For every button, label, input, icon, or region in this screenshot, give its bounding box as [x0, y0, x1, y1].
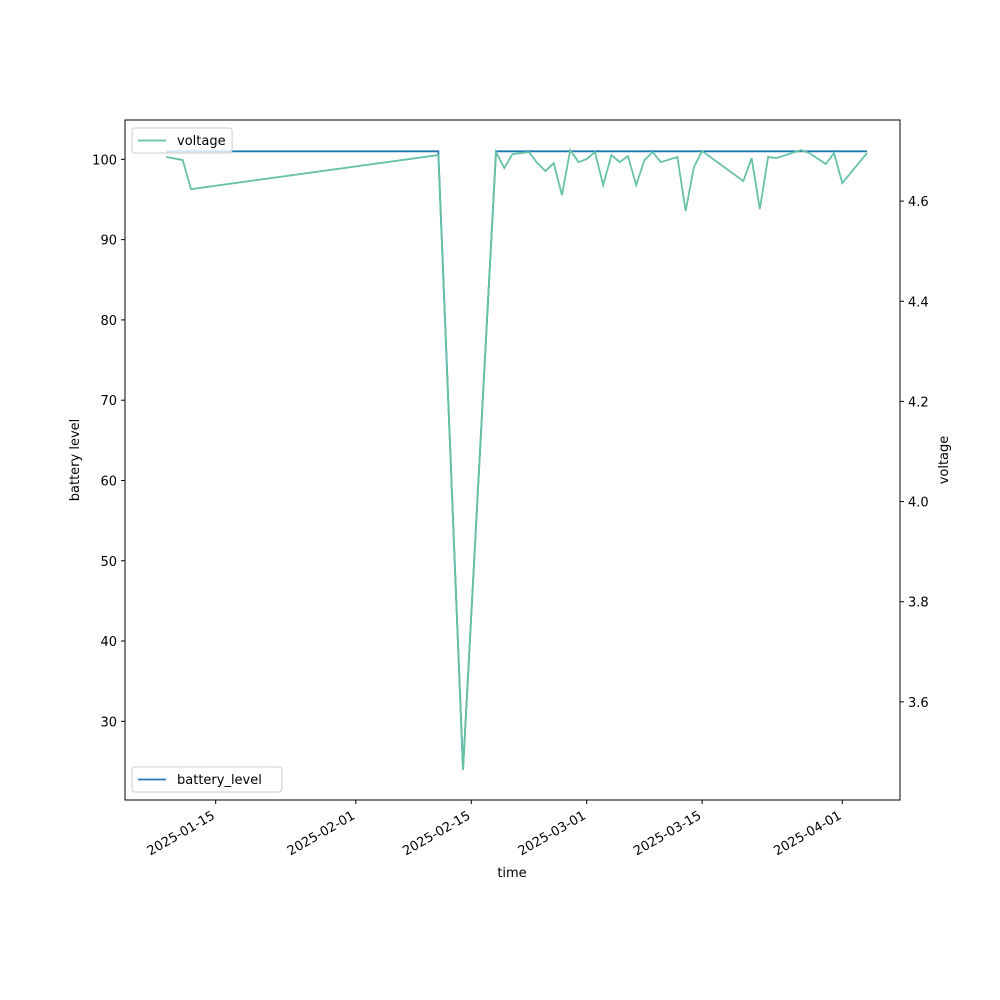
y2-tick-label: 4.0 — [908, 496, 929, 511]
series-line — [166, 147, 868, 769]
y2-tick-label: 4.2 — [908, 395, 929, 410]
x-tick-label: 2025-01-15 — [145, 808, 218, 859]
x-axis-label: time — [497, 866, 526, 881]
y2-tick-label: 3.8 — [908, 596, 929, 611]
y-tick-label: 40 — [100, 635, 117, 650]
legend-label: voltage — [177, 134, 226, 149]
y2-tick-label: 4.4 — [908, 295, 929, 310]
y2-tick-label: 3.6 — [908, 696, 929, 711]
legend-box — [131, 127, 233, 154]
y-tick-label: 90 — [100, 234, 117, 249]
x-tick-label: 2025-03-01 — [516, 808, 589, 859]
y-tick-label: 50 — [100, 555, 117, 570]
x-tick-label: 2025-04-01 — [771, 808, 844, 859]
y-axis-label: battery level — [68, 419, 83, 502]
y-tick-label: 80 — [100, 314, 117, 329]
y-tick-label: 30 — [100, 715, 117, 730]
x-tick-label: 2025-03-15 — [631, 808, 704, 859]
y-tick-label: 70 — [100, 394, 117, 409]
y2-axis-label: voltage — [937, 436, 952, 485]
y-tick-label: 100 — [92, 153, 117, 168]
series-line — [166, 150, 868, 770]
legend-box — [131, 766, 283, 793]
x-tick-label: 2025-02-15 — [400, 808, 473, 859]
plot-frame — [124, 119, 901, 801]
y-tick-label: 60 — [100, 474, 117, 489]
y2-tick-label: 4.6 — [908, 195, 929, 210]
legend-label: battery_level — [177, 773, 262, 788]
x-tick-label: 2025-02-01 — [285, 808, 358, 859]
